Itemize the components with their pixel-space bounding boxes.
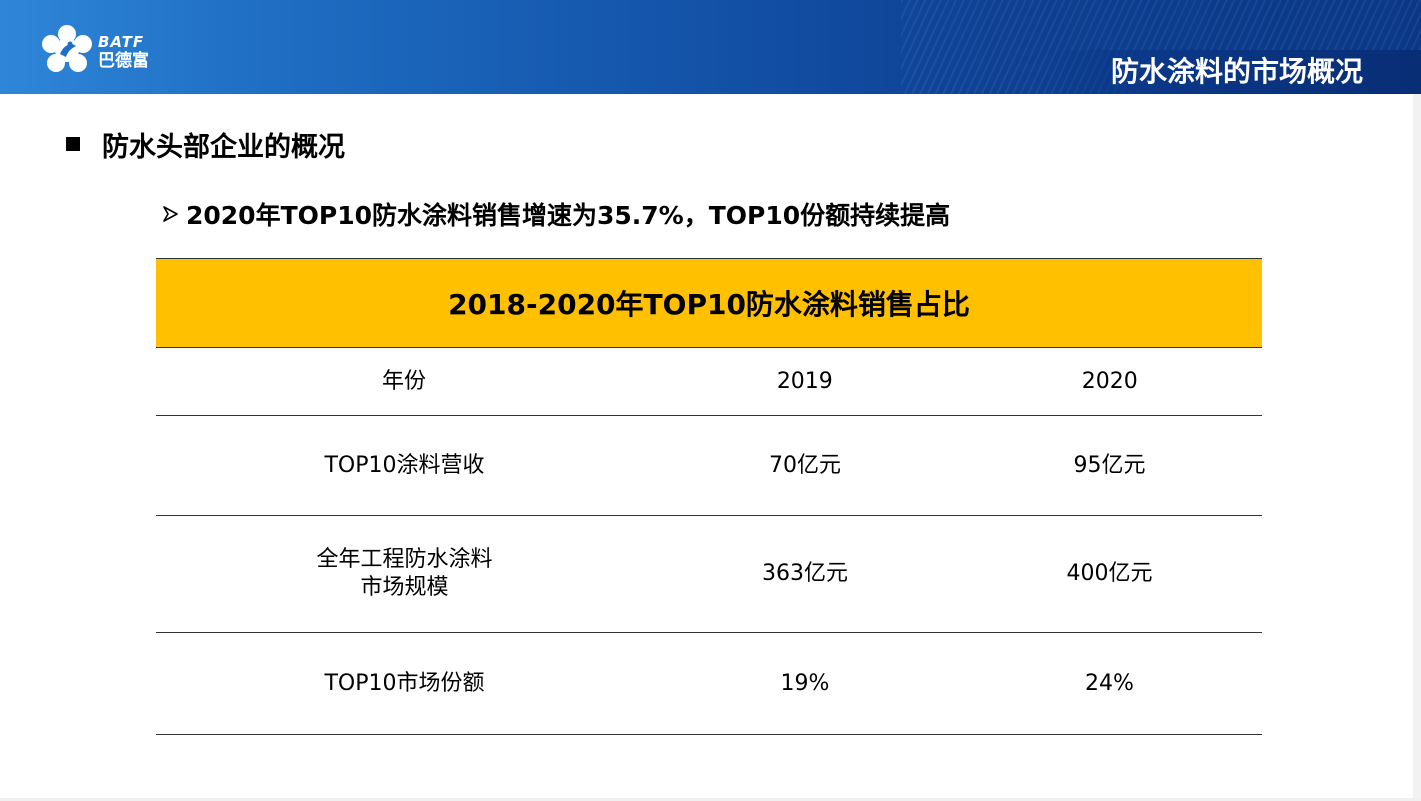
cell-2019: 19% (780, 670, 830, 696)
table-caption: 2018-2020年TOP10防水涂料销售占比 (448, 288, 970, 321)
section-heading-text: 防水头部企业的概况 (102, 131, 345, 163)
section-heading: 防水头部企业的概况 (66, 126, 345, 163)
cell-2020: 95亿元 (1073, 452, 1146, 478)
cell-2019: 70亿元 (769, 452, 841, 478)
arrowhead-bullet-icon (163, 206, 178, 222)
right-edge-shade (1413, 94, 1421, 801)
cell-2020: 24% (1085, 670, 1134, 696)
flower-logo-icon (42, 25, 92, 72)
table-caption-bar: 2018-2020年TOP10防水涂料销售占比 (156, 258, 1262, 348)
row-label: 全年工程防水涂料 市场规模 (156, 516, 653, 632)
logo-chinese-name: 巴德富 (98, 51, 149, 71)
row-label: TOP10市场份额 (324, 670, 485, 696)
table-row: TOP10市场份额 19% 24% (156, 633, 1262, 735)
logo-brand-text: BATF (98, 33, 145, 51)
bottom-divider (0, 798, 1421, 801)
square-bullet-icon (66, 137, 80, 151)
title-plate (1046, 50, 1421, 94)
table-row: 全年工程防水涂料 市场规模 363亿元 400亿元 (156, 516, 1262, 633)
sub-heading: 2020年TOP10防水涂料销售增速为35.7%，TOP10份额持续提高 (162, 196, 950, 232)
page-title: 防水涂料的市场概况 (1110, 55, 1363, 88)
column-header-year: 年份 (382, 368, 427, 394)
header-banner: BATF 巴德富 防水涂料的市场概况 (0, 0, 1421, 94)
cell-2019: 363亿元 (762, 561, 848, 586)
column-header-2019: 2019 (652, 348, 956, 415)
table-row: TOP10涂料营收 70亿元 95亿元 (156, 416, 1262, 516)
cell-2020: 400亿元 (1066, 561, 1153, 586)
row-label-line-2: 市场规模 (360, 575, 449, 600)
table-header-row: 年份 2019 2020 (156, 348, 1262, 416)
column-header-2020: 2020 (956, 348, 1262, 415)
market-share-table: 2018-2020年TOP10防水涂料销售占比 年份 2019 2020 TOP… (156, 258, 1262, 735)
sub-heading-text: 2020年TOP10防水涂料销售增速为35.7%，TOP10份额持续提高 (186, 201, 951, 230)
row-label: TOP10涂料营收 (324, 452, 485, 478)
row-label-line-1: 全年工程防水涂料 (316, 547, 493, 572)
company-logo: BATF 巴德富 (40, 24, 170, 80)
